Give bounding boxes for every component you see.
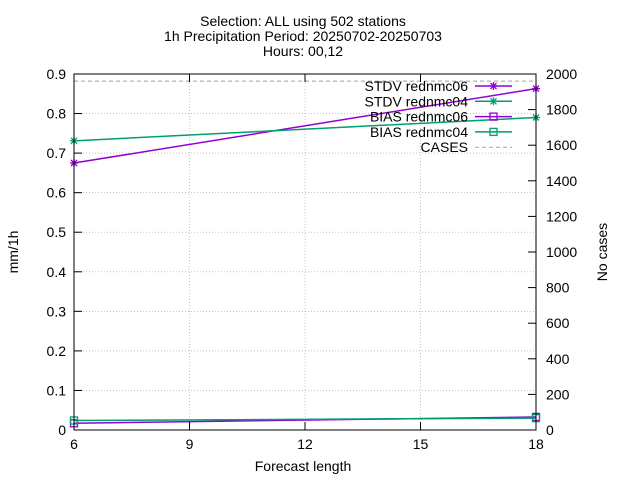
y-axis-label: mm/1h: [5, 231, 21, 274]
y2-tick-label: 1000: [546, 244, 577, 260]
x-tick-label: 18: [528, 436, 544, 452]
y-tick-label: 0.2: [47, 343, 67, 359]
y2-tick-label: 600: [546, 315, 570, 331]
y-tick-label: 0.9: [47, 66, 67, 82]
y-tick-label: 0.5: [47, 224, 67, 240]
y2-tick-label: 1400: [546, 173, 577, 189]
x-tick-label: 12: [297, 436, 313, 452]
y-tick-label: 0: [58, 422, 66, 438]
axis-ticks: 6 9 12 15 1800.10.20.30.40.50.60.70.80.90200…: [47, 66, 578, 452]
legend-marker: [489, 82, 498, 90]
y2-tick-label: 800: [546, 280, 570, 296]
x-axis-label: Forecast length: [255, 458, 352, 474]
y2-tick-label: 400: [546, 351, 570, 367]
y2-tick-label: 0: [546, 422, 554, 438]
y-tick-label: 0.8: [47, 106, 67, 122]
x-tick-label: 15: [413, 436, 429, 452]
legend-label: BIAS rednmc04: [370, 124, 468, 140]
legend-label: CASES: [421, 139, 468, 155]
x-tick-label: 9: [186, 436, 194, 452]
legend-label: BIAS rednmc06: [370, 109, 468, 125]
grid-lines: [74, 74, 536, 430]
x-tick-label: 6: [70, 436, 78, 452]
y-tick-label: 0.1: [47, 382, 67, 398]
y2-tick-label: 200: [546, 386, 570, 402]
chart-title-line-2: 1h Precipitation Period: 20250702-202507…: [164, 28, 442, 44]
series-line-1: [73, 116, 537, 142]
y2-tick-label: 1200: [546, 208, 577, 224]
y-tick-label: 0.6: [47, 185, 67, 201]
y2-tick-label: 1800: [546, 102, 577, 118]
chart-title: Selection: ALL using 502 stations 1h Pre…: [164, 13, 442, 59]
y-tick-label: 0.4: [47, 264, 67, 280]
legend-marker: [489, 127, 498, 137]
y2-tick-label: 2000: [546, 66, 577, 82]
legend-marker: [489, 112, 498, 121]
legend-label: STDV rednmc06: [365, 78, 469, 94]
chart-title-line-3: Hours: 00,12: [263, 43, 343, 59]
series-line-3: [73, 417, 537, 422]
series-line-0: [73, 87, 537, 164]
y-tick-label: 0.7: [47, 145, 67, 161]
chart-title-line-1: Selection: ALL using 502 stations: [200, 13, 406, 29]
y2-axis-label: No cases: [594, 223, 610, 281]
y-tick-label: 0.3: [47, 303, 67, 319]
legend-label: STDV rednmc04: [365, 93, 469, 109]
y2-tick-label: 1600: [546, 137, 577, 153]
legend-marker: [489, 97, 498, 106]
